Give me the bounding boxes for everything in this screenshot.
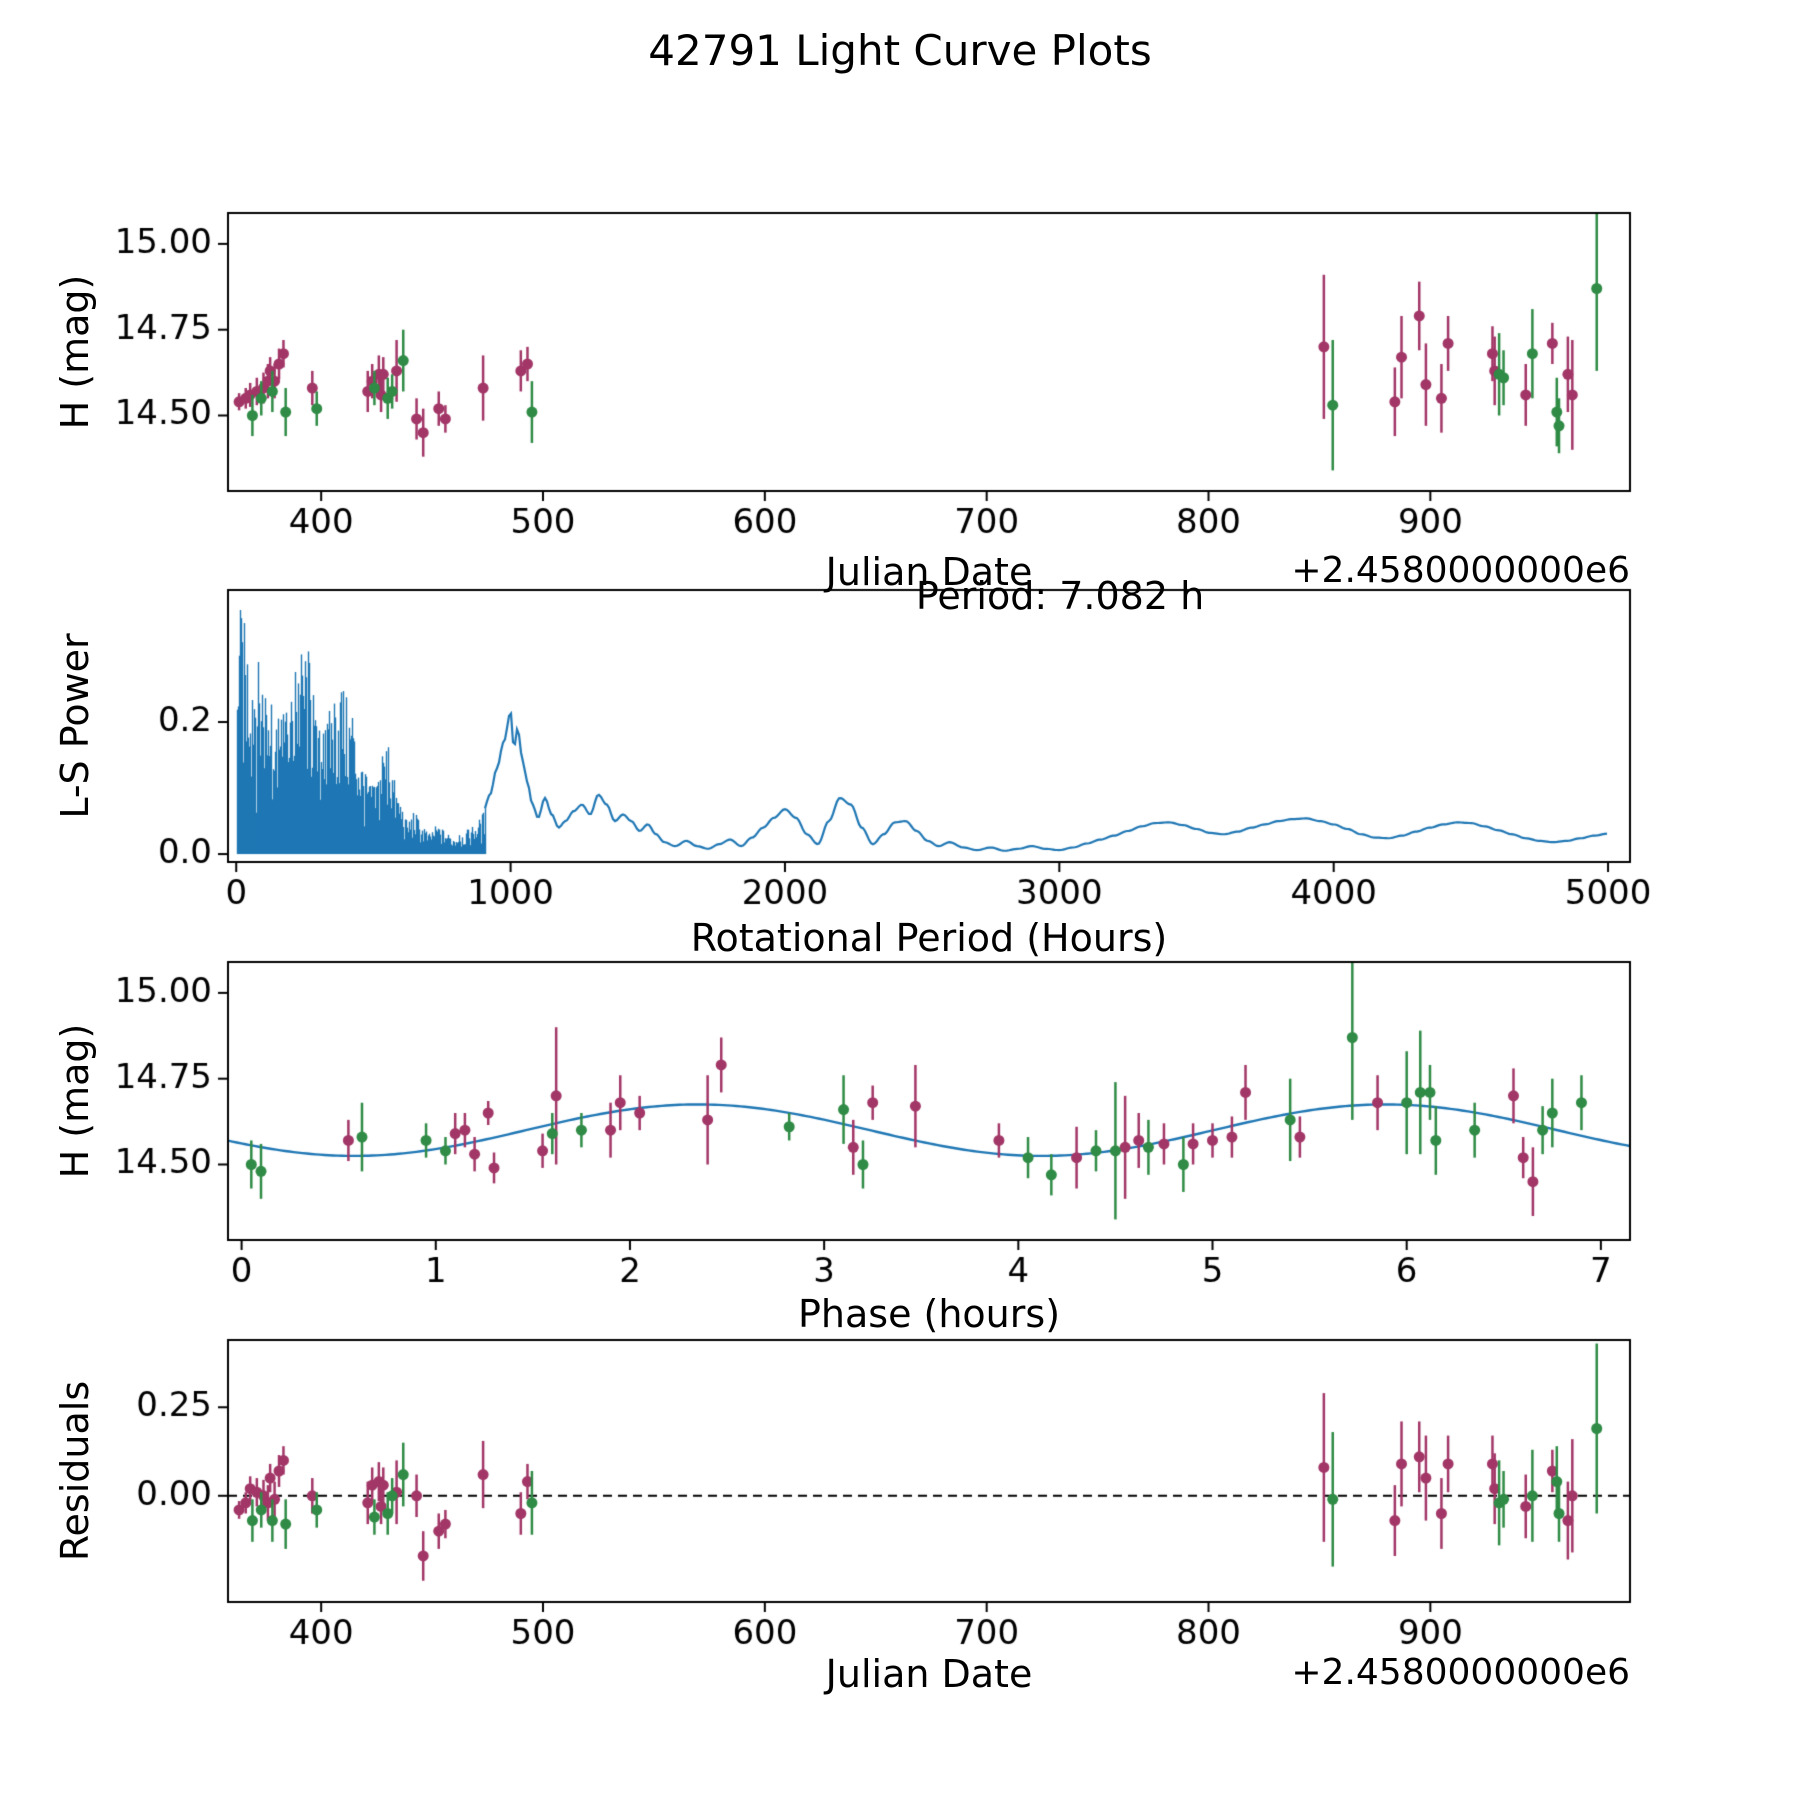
lightcurve-xlabel: Julian Date (825, 550, 1033, 594)
residuals-offset-text: +2.4580000000e6 (1291, 1652, 1630, 1693)
phase-xlabel: Phase (hours) (797, 1292, 1061, 1336)
residuals-ylabel: Residuals (53, 1380, 97, 1562)
phase-ylabel: H (mag) (53, 1023, 97, 1179)
periodogram-xlabel: Rotational Period (Hours) (690, 916, 1168, 960)
lightcurve-offset-text: +2.4580000000e6 (1291, 550, 1630, 591)
residuals-xlabel: Julian Date (825, 1652, 1033, 1696)
lightcurve-ylabel: H (mag) (53, 274, 97, 430)
periodogram-ylabel: L-S Power (53, 633, 97, 819)
period-annotation: Period: 7.082 h (915, 574, 1205, 618)
figure-title: 42791 Light Curve Plots (648, 26, 1152, 75)
